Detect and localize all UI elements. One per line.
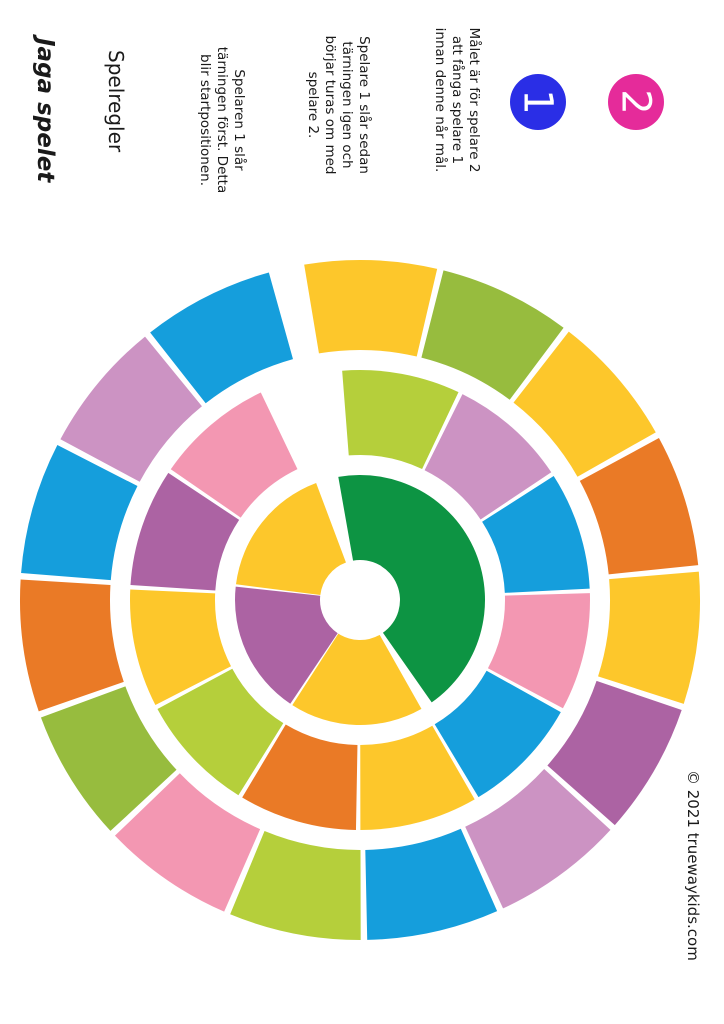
outer-space-7: [465, 769, 611, 909]
middle-space-10: [130, 472, 240, 591]
middle-space-4: [487, 593, 590, 709]
inner-space-1: [292, 633, 422, 726]
outer-space-10: [114, 773, 261, 912]
middle-space-2: [424, 394, 552, 520]
middle-space-7: [242, 724, 358, 830]
middle-space-1: [342, 370, 459, 469]
center-start-space: [338, 475, 485, 703]
outer-space-5: [598, 571, 701, 704]
outer-space-6: [547, 680, 682, 826]
outer-space-12: [19, 579, 124, 712]
inner-space-3: [235, 482, 346, 595]
inner-space-2: [235, 586, 338, 704]
middle-space-9: [130, 589, 232, 706]
outer-space-13: [21, 445, 138, 581]
outer-space-11: [40, 686, 177, 831]
player-1-token: 1: [510, 74, 566, 130]
outer-space-2: [421, 270, 564, 400]
middle-space-11: [170, 392, 298, 518]
middle-space-8: [157, 668, 284, 796]
outer-space-3: [513, 331, 656, 477]
outer-space-9: [230, 831, 361, 940]
outer-space-15: [150, 272, 293, 404]
middle-space-3: [482, 475, 590, 593]
outer-space-8: [365, 828, 498, 940]
outer-space-1: [304, 260, 438, 357]
middle-space-5: [434, 670, 561, 798]
outer-space-4: [579, 438, 699, 575]
outer-space-14: [60, 336, 202, 482]
middle-space-6: [360, 725, 475, 830]
player-2-token: 2: [608, 74, 664, 130]
